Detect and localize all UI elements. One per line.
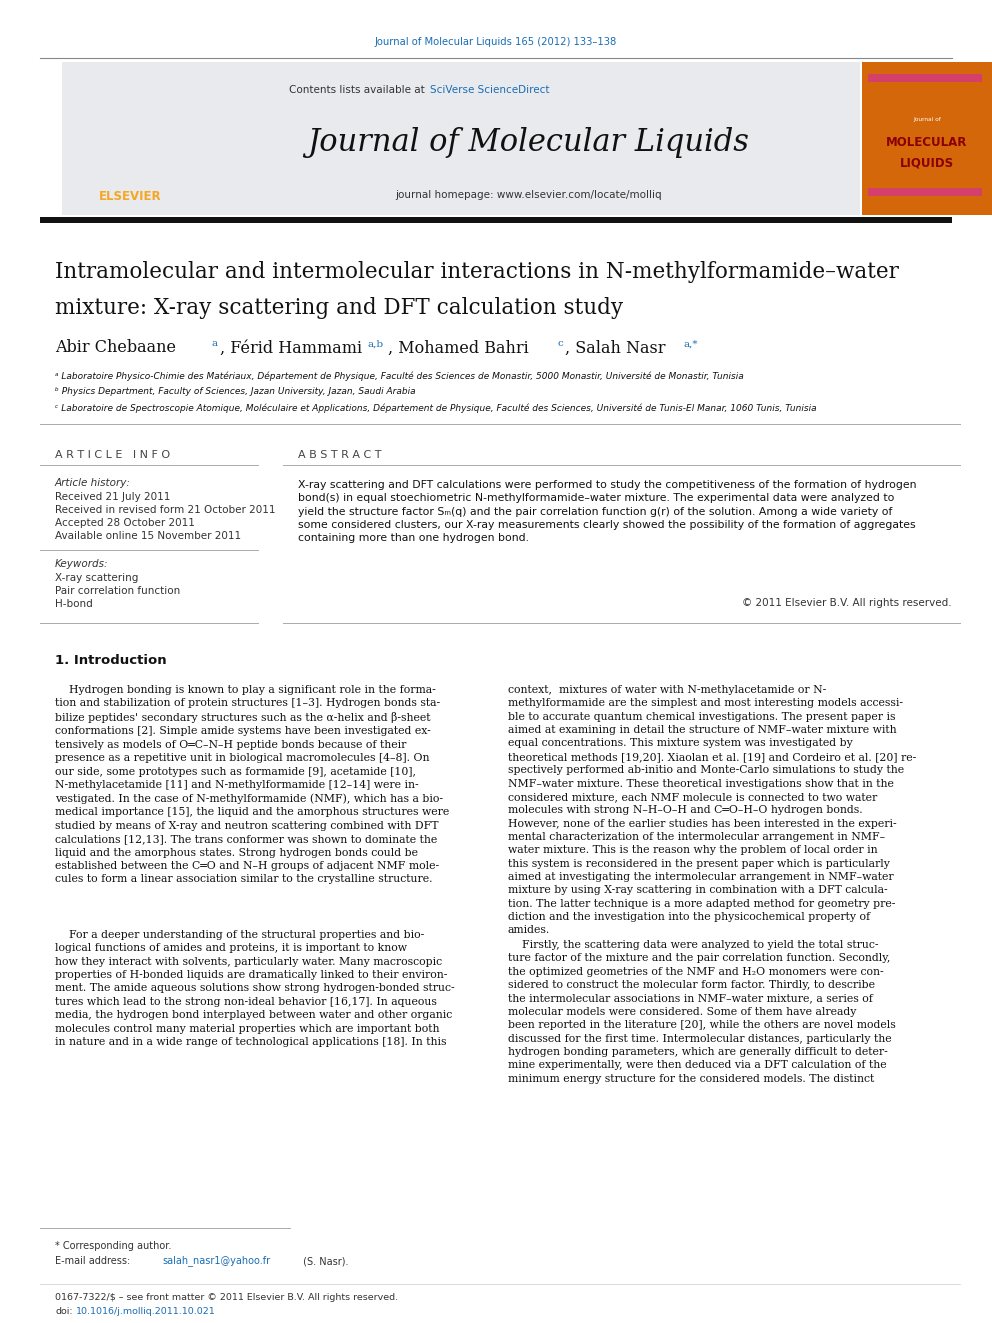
Text: mixture: X-ray scattering and DFT calculation study: mixture: X-ray scattering and DFT calcul… <box>55 296 623 319</box>
Text: , Salah Nasr: , Salah Nasr <box>565 340 671 356</box>
Text: Journal of: Journal of <box>913 118 941 123</box>
Text: ᵃ Laboratoire Physico-Chimie des Matériaux, Département de Physique, Faculté des: ᵃ Laboratoire Physico-Chimie des Matéria… <box>55 372 744 381</box>
Text: Received 21 July 2011: Received 21 July 2011 <box>55 492 171 501</box>
Text: For a deeper understanding of the structural properties and bio-
logical functio: For a deeper understanding of the struct… <box>55 930 454 1046</box>
Text: LIQUIDS: LIQUIDS <box>900 156 954 169</box>
Bar <box>862 62 992 216</box>
Text: , Férid Hammami: , Férid Hammami <box>220 340 367 356</box>
Text: MOLECULAR: MOLECULAR <box>886 136 967 149</box>
Text: Pair correlation function: Pair correlation function <box>55 586 181 595</box>
Text: context,  mixtures of water with N-methylacetamide or N-
methylformamide are the: context, mixtures of water with N-methyl… <box>508 685 917 935</box>
Text: SciVerse ScienceDirect: SciVerse ScienceDirect <box>430 85 550 95</box>
Text: doi:: doi: <box>55 1307 72 1316</box>
Text: (S. Nasr).: (S. Nasr). <box>300 1256 348 1266</box>
Bar <box>40 217 952 224</box>
Text: journal homepage: www.elsevier.com/locate/molliq: journal homepage: www.elsevier.com/locat… <box>395 191 662 200</box>
Text: Intramolecular and intermolecular interactions in N-methylformamide–water: Intramolecular and intermolecular intera… <box>55 261 899 283</box>
Text: Received in revised form 21 October 2011: Received in revised form 21 October 2011 <box>55 505 276 515</box>
Text: ᶜ Laboratoire de Spectroscopie Atomique, Moléculaire et Applications, Départemen: ᶜ Laboratoire de Spectroscopie Atomique,… <box>55 404 816 413</box>
Text: X-ray scattering and DFT calculations were performed to study the competitivenes: X-ray scattering and DFT calculations we… <box>298 480 917 544</box>
Text: 10.1016/j.molliq.2011.10.021: 10.1016/j.molliq.2011.10.021 <box>76 1307 215 1316</box>
Bar <box>62 62 195 216</box>
Text: salah_nasr1@yahoo.fr: salah_nasr1@yahoo.fr <box>162 1256 270 1266</box>
Text: E-mail address:: E-mail address: <box>55 1256 133 1266</box>
Text: Journal of Molecular Liquids 165 (2012) 133–138: Journal of Molecular Liquids 165 (2012) … <box>375 37 617 48</box>
Text: a,*: a,* <box>684 340 698 348</box>
Text: Accepted 28 October 2011: Accepted 28 October 2011 <box>55 519 194 528</box>
Text: Hydrogen bonding is known to play a significant role in the forma-
tion and stab: Hydrogen bonding is known to play a sign… <box>55 685 449 884</box>
Text: 0167-7322/$ – see front matter © 2011 Elsevier B.V. All rights reserved.: 0167-7322/$ – see front matter © 2011 El… <box>55 1293 398 1302</box>
Text: a,b: a,b <box>368 340 384 348</box>
Text: Article history:: Article history: <box>55 478 131 488</box>
Bar <box>62 62 860 216</box>
Text: Firstly, the scattering data were analyzed to yield the total struc-
ture factor: Firstly, the scattering data were analyz… <box>508 941 896 1084</box>
Bar <box>868 74 982 82</box>
Text: Abir Chebaane: Abir Chebaane <box>55 340 182 356</box>
Text: , Mohamed Bahri: , Mohamed Bahri <box>388 340 534 356</box>
Text: X-ray scattering: X-ray scattering <box>55 573 138 583</box>
Text: Contents lists available at: Contents lists available at <box>289 85 428 95</box>
Text: c: c <box>557 340 562 348</box>
Text: ᵇ Physics Department, Faculty of Sciences, Jazan University, Jazan, Saudi Arabia: ᵇ Physics Department, Faculty of Science… <box>55 388 416 397</box>
Text: H-bond: H-bond <box>55 599 92 609</box>
Text: a: a <box>212 340 218 348</box>
Text: * Corresponding author.: * Corresponding author. <box>55 1241 172 1252</box>
Bar <box>868 188 982 196</box>
Text: ELSEVIER: ELSEVIER <box>98 191 162 204</box>
Text: A R T I C L E   I N F O: A R T I C L E I N F O <box>55 450 170 460</box>
Text: Available online 15 November 2011: Available online 15 November 2011 <box>55 531 241 541</box>
Text: Journal of Molecular Liquids: Journal of Molecular Liquids <box>308 127 749 159</box>
Text: © 2011 Elsevier B.V. All rights reserved.: © 2011 Elsevier B.V. All rights reserved… <box>742 598 952 609</box>
Text: 1. Introduction: 1. Introduction <box>55 654 167 667</box>
Text: A B S T R A C T: A B S T R A C T <box>298 450 382 460</box>
Text: Keywords:: Keywords: <box>55 560 108 569</box>
